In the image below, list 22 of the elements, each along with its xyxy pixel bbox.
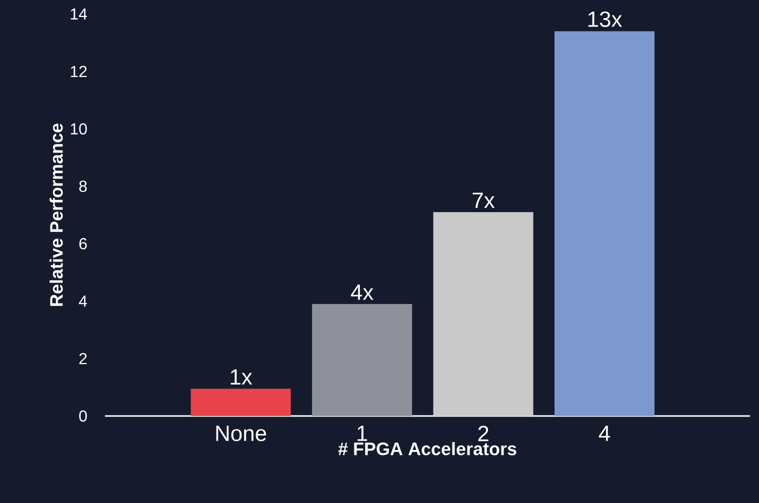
data-label: 4x (350, 284, 374, 300)
y-tick-label: 6 (79, 238, 87, 250)
y-tick-label: 2 (79, 352, 87, 364)
bar (312, 304, 412, 416)
data-label: 1x (230, 369, 252, 385)
y-tick-label: 12 (70, 66, 87, 78)
y-axis-title: Relative Performance (50, 124, 63, 306)
y-tick-label: 14 (70, 8, 87, 20)
y-tick-label: 0 (79, 410, 87, 422)
x-tick-label: 1 (358, 426, 368, 441)
data-label: 13x (588, 11, 622, 28)
x-tick-label: 4 (598, 426, 610, 441)
y-tick-label: 4 (78, 296, 87, 307)
x-tick-label: None (216, 426, 266, 442)
y-tick-label: 10 (70, 123, 87, 135)
y-tick-label: 8 (79, 180, 87, 192)
x-tick-label: 2 (478, 426, 488, 442)
x-axis-title: # FPGA Accelerators (338, 442, 516, 456)
bar (433, 212, 534, 416)
data-label: 7x (472, 192, 495, 208)
bar (190, 388, 291, 416)
bar (554, 31, 655, 416)
